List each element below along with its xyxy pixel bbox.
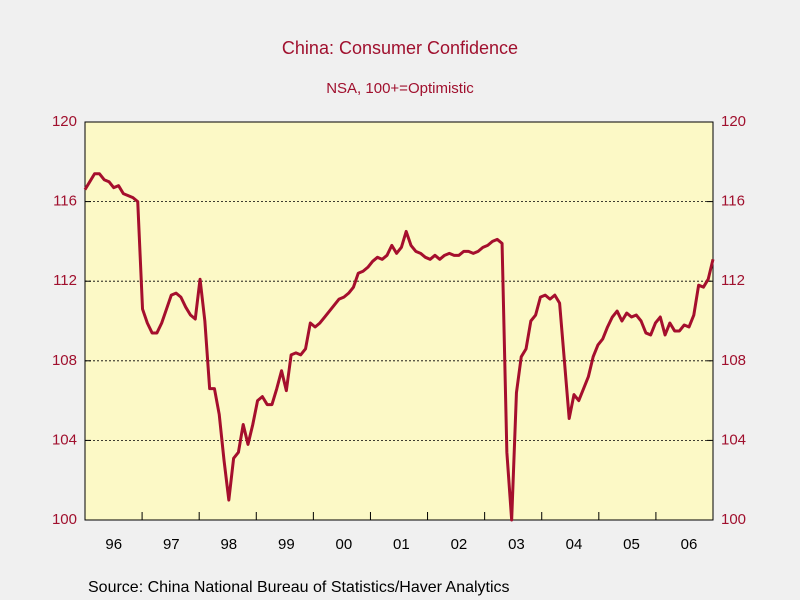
y2-tick-label: 108 [721, 352, 746, 369]
x-tick-label: 05 [623, 536, 640, 553]
y-tick-label: 116 [53, 193, 77, 210]
y-tick-label: 104 [52, 431, 77, 448]
y2-tick-label: 116 [721, 193, 745, 210]
line-series [83, 172, 715, 522]
y2-tick-label: 120 [721, 113, 746, 130]
y-tick-label: 108 [52, 352, 77, 369]
y-tick-label: 120 [52, 113, 77, 130]
x-tick-label: 04 [566, 536, 583, 553]
y2-tick-label: 112 [721, 272, 745, 289]
plot-area [85, 122, 713, 520]
x-tick-label: 98 [220, 536, 237, 553]
source-note: Source: China National Bureau of Statist… [88, 579, 510, 596]
x-tick-label: 03 [508, 536, 525, 553]
y2-tick-label: 100 [721, 511, 746, 528]
y2-tick-label: 104 [721, 431, 746, 448]
plot-border [84, 121, 714, 521]
chart-subtitle: NSA, 100+=Optimistic [326, 80, 474, 97]
x-tick-label: 97 [163, 536, 180, 553]
y-tick-label: 100 [52, 511, 77, 528]
x-tick-label: 96 [105, 536, 122, 553]
x-tick-label: 00 [336, 536, 353, 553]
x-tick-label: 99 [278, 536, 295, 553]
chart-title: China: Consumer Confidence [282, 38, 518, 58]
x-tick-label: 01 [393, 536, 410, 553]
x-tick-label: 02 [451, 536, 468, 553]
x-tick-label: 06 [681, 536, 698, 553]
y-tick-label: 112 [53, 272, 77, 289]
